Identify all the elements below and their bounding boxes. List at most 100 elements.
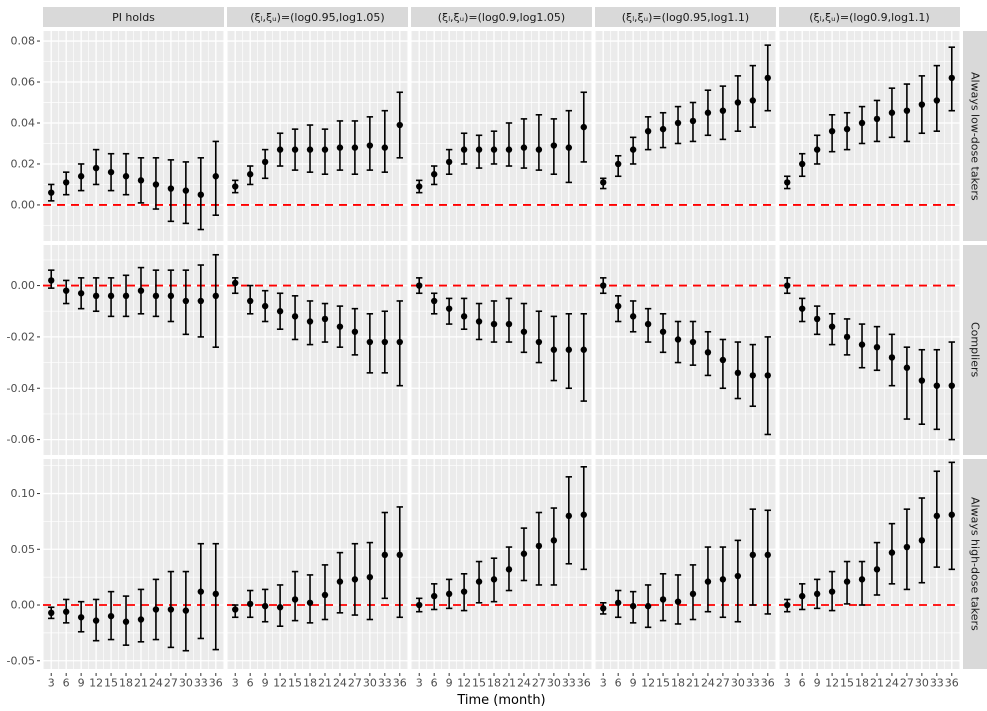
point-estimate	[614, 302, 622, 310]
corner-bottom-left	[0, 673, 40, 689]
point-estimate	[614, 160, 622, 168]
point-estimate	[336, 323, 344, 330]
point-estimate	[306, 146, 314, 153]
point-estimate	[77, 290, 85, 297]
y-tick-label: 0.02	[11, 157, 36, 170]
x-tick-label: 24	[885, 677, 899, 690]
point-estimate	[719, 356, 727, 364]
x-tick-label: 12	[641, 677, 655, 690]
y-tick-label: 0.00	[11, 198, 36, 211]
y-tick-label: -0.04	[7, 382, 35, 395]
point-estimate	[565, 346, 573, 353]
x-tick-label: 9	[446, 677, 453, 690]
point-estimate	[152, 292, 160, 300]
panel-r2-c3	[595, 459, 776, 669]
y-tick-label: 0.10	[11, 487, 36, 500]
point-estimate	[276, 308, 284, 315]
x-tick-label: 6	[431, 677, 438, 690]
y-tick-label: 0.00	[11, 279, 36, 292]
x-tick-label: 12	[89, 677, 103, 690]
point-estimate	[460, 313, 468, 320]
point-estimate	[734, 99, 742, 106]
x-tick-label: 12	[457, 677, 471, 690]
point-estimate	[321, 591, 329, 599]
x-tick-label: 27	[164, 677, 178, 690]
facet-row-header-0: Always low-dose takers	[963, 31, 987, 241]
x-tick-label: 9	[814, 677, 821, 690]
point-estimate	[122, 173, 130, 180]
point-estimate	[430, 297, 438, 305]
point-estimate	[858, 576, 866, 583]
point-estimate	[798, 305, 806, 312]
point-estimate	[948, 74, 955, 82]
x-tick-label: 36	[761, 677, 775, 690]
point-estimate	[704, 578, 712, 585]
x-tick-label: 12	[273, 677, 287, 690]
x-tick-label: 30	[731, 677, 745, 690]
point-estimate	[152, 181, 160, 188]
point-estimate	[550, 537, 558, 544]
point-estimate	[535, 146, 543, 153]
x-tick-label: 36	[945, 677, 959, 690]
point-estimate	[336, 578, 344, 585]
panel-r0-c2	[411, 31, 592, 241]
x-tick-label: 6	[63, 677, 70, 690]
point-estimate	[704, 109, 712, 116]
point-estimate	[948, 382, 955, 389]
point-estimate	[629, 602, 637, 610]
point-estimate	[475, 578, 483, 585]
point-estimate	[48, 189, 55, 196]
x-tick-label: 27	[532, 677, 546, 690]
x-tick-label: 21	[134, 677, 148, 690]
point-estimate	[764, 372, 771, 379]
point-estimate	[918, 537, 926, 544]
point-estimate	[306, 318, 314, 325]
point-estimate	[416, 601, 423, 609]
point-estimate	[62, 287, 70, 294]
point-estimate	[197, 191, 205, 198]
point-estimate	[505, 320, 513, 328]
point-estimate	[490, 146, 498, 153]
y-axis-row1: -0.06 -0.04 -0.02 0.00	[7, 279, 40, 446]
point-estimate	[535, 338, 543, 346]
x-tick-label: 3	[232, 677, 239, 690]
point-estimate	[396, 551, 403, 559]
facet-col-header-3: (ξₗ,ξᵤ)=(log0.95,log1.1)	[595, 7, 776, 27]
x-tick-label: 21	[686, 677, 700, 690]
point-estimate	[565, 512, 573, 520]
point-estimate	[933, 97, 941, 104]
corner-top-left	[0, 7, 40, 27]
point-estimate	[828, 127, 836, 135]
point-estimate	[351, 328, 359, 335]
x-tick-label: 3	[416, 677, 423, 690]
point-estimate	[918, 377, 926, 384]
point-estimate	[644, 320, 652, 328]
facet-row-header-2: Always high-dose takers	[963, 459, 987, 669]
point-estimate	[167, 185, 175, 192]
point-estimate	[137, 287, 145, 294]
point-estimate	[933, 512, 941, 520]
point-estimate	[92, 617, 100, 624]
point-estimate	[107, 168, 115, 176]
point-estimate	[430, 592, 438, 600]
point-estimate	[813, 146, 821, 153]
point-estimate	[167, 606, 175, 613]
point-estimate	[396, 121, 403, 129]
x-tick-label: 18	[303, 677, 317, 690]
point-estimate	[460, 588, 468, 595]
point-estimate	[321, 315, 329, 323]
x-tick-label: 15	[840, 677, 854, 690]
point-estimate	[600, 179, 607, 186]
point-estimate	[933, 382, 941, 389]
point-estimate	[48, 609, 55, 617]
point-estimate	[122, 618, 130, 625]
point-estimate	[600, 282, 607, 289]
point-estimate	[828, 588, 836, 595]
point-estimate	[232, 279, 239, 287]
point-estimate	[107, 612, 115, 620]
point-estimate	[306, 599, 314, 606]
panel-r2-c0	[43, 459, 224, 669]
point-estimate	[490, 320, 498, 328]
point-estimate	[798, 160, 806, 168]
point-estimate	[212, 292, 219, 300]
